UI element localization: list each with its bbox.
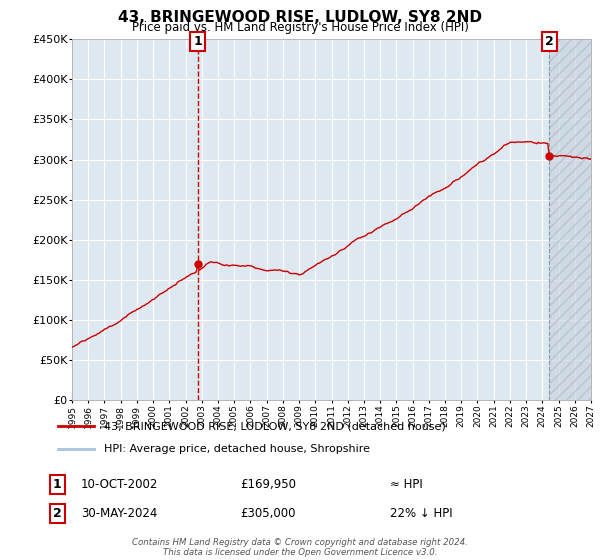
Text: 30-MAY-2024: 30-MAY-2024 [81, 507, 157, 520]
Text: 22% ↓ HPI: 22% ↓ HPI [390, 507, 452, 520]
Text: HPI: Average price, detached house, Shropshire: HPI: Average price, detached house, Shro… [104, 444, 370, 454]
Text: 43, BRINGEWOOD RISE, LUDLOW, SY8 2ND: 43, BRINGEWOOD RISE, LUDLOW, SY8 2ND [118, 10, 482, 25]
Bar [549, 39, 591, 400]
Text: £305,000: £305,000 [240, 507, 296, 520]
Bar [549, 39, 591, 400]
Text: 43, BRINGEWOOD RISE, LUDLOW, SY8 2ND (detached house): 43, BRINGEWOOD RISE, LUDLOW, SY8 2ND (de… [104, 421, 446, 431]
Text: 1: 1 [53, 478, 61, 491]
Text: Price paid vs. HM Land Registry's House Price Index (HPI): Price paid vs. HM Land Registry's House … [131, 21, 469, 34]
Text: 2: 2 [53, 507, 61, 520]
Text: 2: 2 [545, 35, 553, 48]
Text: ≈ HPI: ≈ HPI [390, 478, 423, 491]
Text: £169,950: £169,950 [240, 478, 296, 491]
Text: Contains HM Land Registry data © Crown copyright and database right 2024.
This d: Contains HM Land Registry data © Crown c… [132, 538, 468, 557]
Text: 1: 1 [193, 35, 202, 48]
Text: 10-OCT-2002: 10-OCT-2002 [81, 478, 158, 491]
